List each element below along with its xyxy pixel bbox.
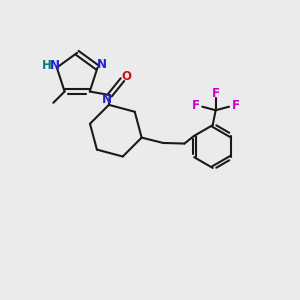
- Text: F: F: [232, 99, 240, 112]
- Text: N: N: [101, 93, 112, 106]
- Text: N: N: [96, 58, 106, 71]
- Text: H: H: [41, 59, 51, 72]
- Text: F: F: [192, 99, 200, 112]
- Text: F: F: [212, 86, 220, 100]
- Text: O: O: [122, 70, 132, 83]
- Text: N: N: [50, 59, 59, 72]
